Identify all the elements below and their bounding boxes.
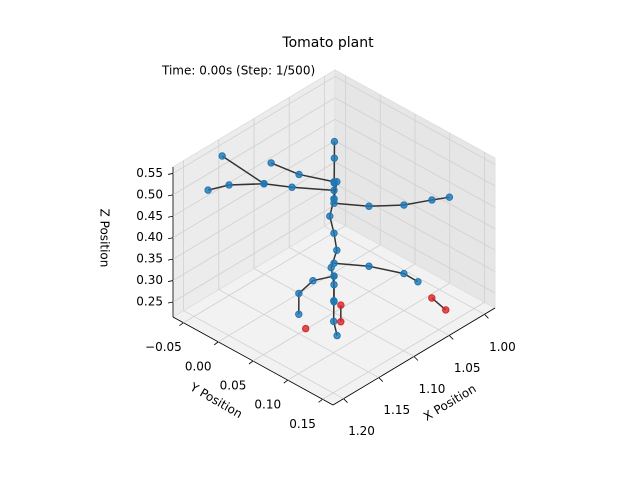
- node-point: [330, 195, 338, 203]
- y-tick-label: 0.00: [185, 359, 212, 373]
- y-tick-label: 0.15: [289, 417, 316, 431]
- node-point: [445, 193, 454, 201]
- x-tick-label: 1.05: [454, 361, 481, 375]
- grid-line: [334, 183, 496, 272]
- node-point: [330, 297, 338, 305]
- node-point: [330, 259, 338, 267]
- node-point: [365, 262, 373, 270]
- node-point: [333, 246, 341, 254]
- z-tick-label: 0.25: [136, 295, 163, 309]
- grid-line: [334, 97, 496, 187]
- node-point: [400, 269, 408, 278]
- tick-mark: [167, 173, 174, 175]
- tick-mark: [167, 301, 174, 304]
- node-point: [295, 310, 303, 319]
- tick-mark: [318, 398, 323, 403]
- node-point: [365, 202, 373, 210]
- node-point: [295, 170, 303, 179]
- node-point: [333, 331, 341, 340]
- grid-line: [334, 76, 496, 165]
- grid-line: [172, 161, 336, 260]
- tick-mark: [213, 341, 219, 346]
- node-point: [400, 201, 408, 209]
- grid-line: [334, 118, 496, 208]
- z-axis-label: Z Position: [98, 209, 112, 268]
- x-tick-label: 1.15: [383, 403, 410, 417]
- tick-mark: [167, 258, 174, 261]
- node-point: [295, 289, 303, 298]
- tick-mark: [283, 379, 289, 384]
- node-point: [329, 317, 338, 326]
- tick-mark: [179, 322, 184, 327]
- node-point: [301, 324, 310, 333]
- z-tick-label: 0.35: [136, 252, 163, 266]
- branch-line: [298, 275, 335, 315]
- node-point: [225, 181, 233, 189]
- node-point: [330, 154, 339, 162]
- z-tick-label: 0.30: [136, 273, 163, 287]
- grid-line: [334, 204, 496, 294]
- node-point: [267, 159, 275, 167]
- chart-title: Tomato plant: [281, 35, 374, 51]
- node-point: [326, 212, 334, 220]
- x-tick-label: 1.20: [348, 424, 375, 438]
- tick-mark: [248, 360, 254, 365]
- branch-line: [221, 155, 265, 185]
- node-point: [330, 229, 338, 237]
- y-tick-label: 0.10: [254, 398, 281, 412]
- grid-line: [172, 204, 336, 303]
- y-tick-label: −0.05: [145, 340, 182, 354]
- node-point: [309, 276, 317, 285]
- z-tick-label: 0.40: [136, 230, 163, 244]
- node-point: [330, 186, 338, 195]
- grid-line: [172, 76, 336, 174]
- tick-mark: [413, 356, 419, 361]
- node-point: [260, 180, 268, 188]
- grid-line: [322, 301, 485, 400]
- tick-mark: [167, 237, 174, 240]
- tick-mark: [167, 280, 174, 282]
- z-tick-label: 0.55: [136, 166, 163, 180]
- grid-line: [172, 118, 336, 217]
- tick-mark: [448, 335, 454, 340]
- node-point: [337, 317, 345, 326]
- tick-mark: [167, 215, 174, 218]
- node-point: [204, 186, 212, 194]
- grid-line: [334, 161, 496, 251]
- grid-line: [183, 225, 346, 324]
- node-point: [330, 280, 338, 289]
- annotation: Time: 0.00s (Step: 1/500): [161, 64, 315, 78]
- node-point: [218, 152, 226, 160]
- grid-line: [172, 97, 336, 196]
- node-point: [442, 306, 450, 314]
- x-tick-label: 1.10: [419, 382, 446, 396]
- tick-mark: [343, 398, 348, 403]
- grid-line: [287, 282, 450, 381]
- node-point: [337, 301, 345, 309]
- x-tick-label: 1.00: [489, 340, 516, 354]
- node-point: [414, 278, 422, 286]
- branch-line: [332, 276, 338, 336]
- node-point: [330, 272, 338, 280]
- branch-line: [333, 262, 419, 283]
- tick-mark: [484, 314, 489, 319]
- tick-mark: [167, 194, 174, 197]
- grid-line: [172, 183, 336, 281]
- z-tick-label: 0.50: [136, 187, 163, 201]
- y-tick-label: 0.05: [220, 379, 247, 393]
- grid-line: [334, 140, 496, 230]
- node-point: [330, 179, 338, 187]
- node-point: [330, 137, 339, 146]
- z-tick-label: 0.45: [136, 209, 163, 223]
- tick-mark: [378, 377, 384, 382]
- grid-line: [172, 140, 336, 239]
- node-point: [288, 183, 296, 191]
- node-point: [428, 196, 436, 204]
- node-point: [428, 294, 436, 302]
